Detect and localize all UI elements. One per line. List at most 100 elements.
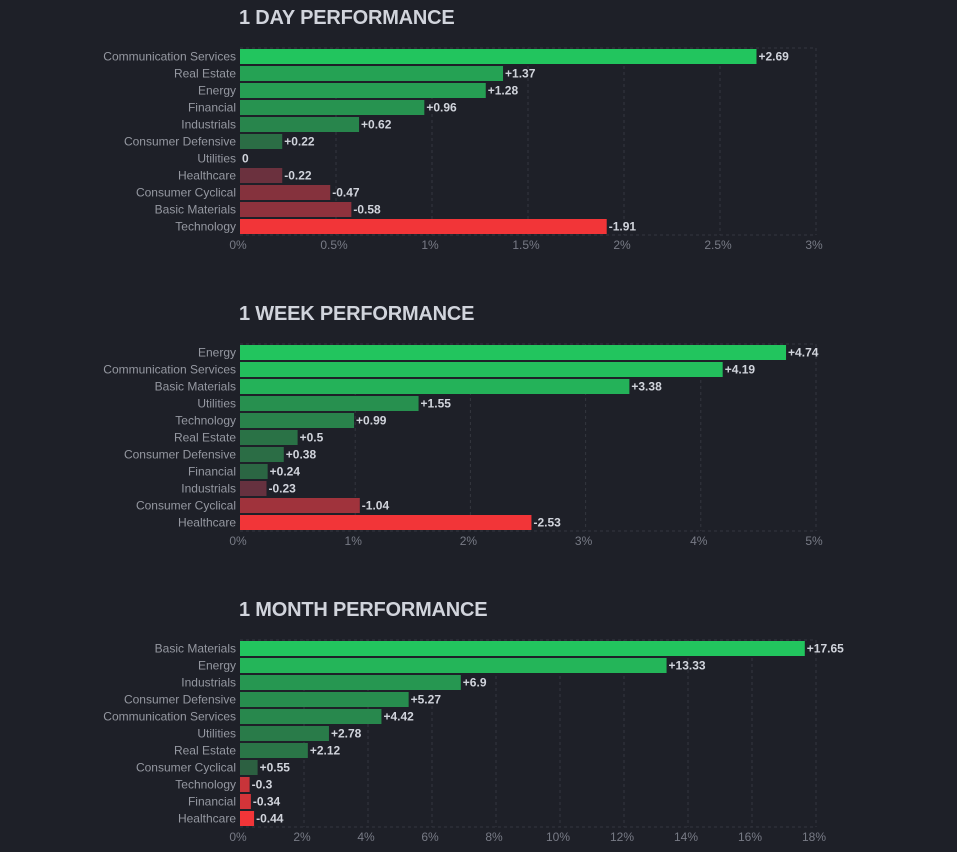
bar-consumer-defensive: [240, 692, 409, 707]
category-label: Healthcare: [178, 516, 236, 530]
bar-energy: [240, 658, 667, 673]
value-label: -0.23: [268, 482, 296, 496]
category-label: Utilities: [197, 397, 236, 411]
value-label: +0.22: [284, 135, 315, 149]
category-label: Consumer Defensive: [124, 448, 236, 462]
value-label: -0.44: [256, 812, 284, 826]
x-tick-label: 0%: [229, 830, 247, 844]
bar-utilities: [240, 396, 419, 411]
value-label: +2.12: [310, 744, 341, 758]
bar-real-estate: [240, 743, 308, 758]
bar-industrials: [240, 117, 360, 132]
category-label: Healthcare: [178, 169, 236, 183]
category-label: Financial: [188, 101, 236, 115]
bar-technology: [240, 219, 607, 234]
value-label: +6.9: [463, 676, 487, 690]
bar-basic-materials: [240, 641, 805, 656]
bar-healthcare: [240, 811, 255, 826]
x-tick-label: 0%: [229, 534, 247, 548]
chart-title-1-week: 1 WEEK PERFORMANCE: [239, 303, 475, 325]
category-label: Industrials: [181, 482, 236, 496]
value-label: +2.69: [758, 50, 789, 64]
x-tick-label: 3%: [805, 238, 823, 252]
category-label: Healthcare: [178, 812, 236, 826]
bar-communication-services: [240, 362, 723, 377]
category-label: Consumer Defensive: [124, 693, 236, 707]
value-label: +3.38: [631, 380, 662, 394]
value-label: +0.24: [270, 465, 301, 479]
category-label: Utilities: [197, 727, 236, 741]
bar-financial: [240, 464, 268, 479]
bar-real-estate: [240, 430, 298, 445]
value-label: -1.04: [362, 499, 390, 513]
chart-1-week-performance: Energy +4.74 Communication Services +4.19 Ba…: [103, 343, 823, 548]
x-tick-label: 16%: [738, 830, 762, 844]
x-tick-label: 6%: [421, 830, 439, 844]
x-tick-label: 0%: [229, 238, 247, 252]
chart-1-month-performance: Basic Materials +17.65 Energy +13.33 Industr…: [103, 639, 844, 844]
x-tick-label: 2%: [293, 830, 311, 844]
bar-consumer-cyclical: [240, 760, 258, 775]
bar-consumer-cyclical: [240, 185, 331, 200]
bar-healthcare: [240, 515, 532, 530]
bar-real-estate: [240, 66, 504, 81]
category-label: Consumer Cyclical: [136, 761, 236, 775]
bar-communication-services: [240, 709, 382, 724]
x-tick-label: 10%: [546, 830, 570, 844]
value-label: +0.5: [300, 431, 324, 445]
category-label: Technology: [175, 414, 236, 428]
x-tick-label: 3%: [575, 534, 593, 548]
bar-healthcare: [240, 168, 283, 183]
category-label: Basic Materials: [155, 380, 236, 394]
value-label: +13.33: [669, 659, 706, 673]
x-tick-label: 18%: [802, 830, 826, 844]
category-label: Technology: [175, 220, 236, 234]
x-tick-label: 2%: [613, 238, 631, 252]
value-label: +5.27: [411, 693, 442, 707]
bar-consumer-cyclical: [240, 498, 360, 513]
bar-energy: [240, 345, 787, 360]
value-label: +2.78: [331, 727, 362, 741]
category-label: Energy: [198, 346, 236, 360]
chart-title-1-month: 1 MONTH PERFORMANCE: [239, 599, 488, 621]
x-tick-label: 0.5%: [320, 238, 348, 252]
category-label: Technology: [175, 778, 236, 792]
value-label: +17.65: [807, 642, 844, 656]
category-label: Energy: [198, 84, 236, 98]
x-tick-label: 2.5%: [704, 238, 732, 252]
chart-1-day-performance: Communication Services +2.69 Real Estate +1…: [103, 47, 823, 252]
bar-financial: [240, 100, 425, 115]
bar-consumer-defensive: [240, 134, 283, 149]
bar-communication-services: [240, 49, 757, 64]
value-label: +0.38: [286, 448, 317, 462]
value-label: -2.53: [533, 516, 561, 530]
bar-consumer-defensive: [240, 447, 284, 462]
x-tick-label: 8%: [485, 830, 503, 844]
value-label: 0: [242, 152, 249, 166]
category-label: Industrials: [181, 676, 236, 690]
value-label: +0.99: [356, 414, 387, 428]
x-tick-label: 5%: [805, 534, 823, 548]
x-tick-label: 4%: [690, 534, 708, 548]
value-label: +0.62: [361, 118, 392, 132]
value-label: +4.19: [725, 363, 756, 377]
category-label: Consumer Cyclical: [136, 186, 236, 200]
value-label: -0.34: [253, 795, 281, 809]
category-label: Real Estate: [174, 744, 236, 758]
x-tick-label: 2%: [460, 534, 478, 548]
value-label: -0.22: [284, 169, 312, 183]
category-label: Industrials: [181, 118, 236, 132]
x-tick-label: 1.5%: [512, 238, 540, 252]
category-label: Communication Services: [103, 710, 236, 724]
bar-basic-materials: [240, 379, 630, 394]
value-label: +1.28: [488, 84, 519, 98]
bar-industrials: [240, 481, 267, 496]
x-tick-label: 1%: [421, 238, 439, 252]
category-label: Communication Services: [103, 363, 236, 377]
category-label: Basic Materials: [155, 642, 236, 656]
value-label: -0.47: [332, 186, 360, 200]
category-label: Basic Materials: [155, 203, 236, 217]
bar-technology: [240, 413, 355, 428]
value-label: +0.55: [260, 761, 291, 775]
